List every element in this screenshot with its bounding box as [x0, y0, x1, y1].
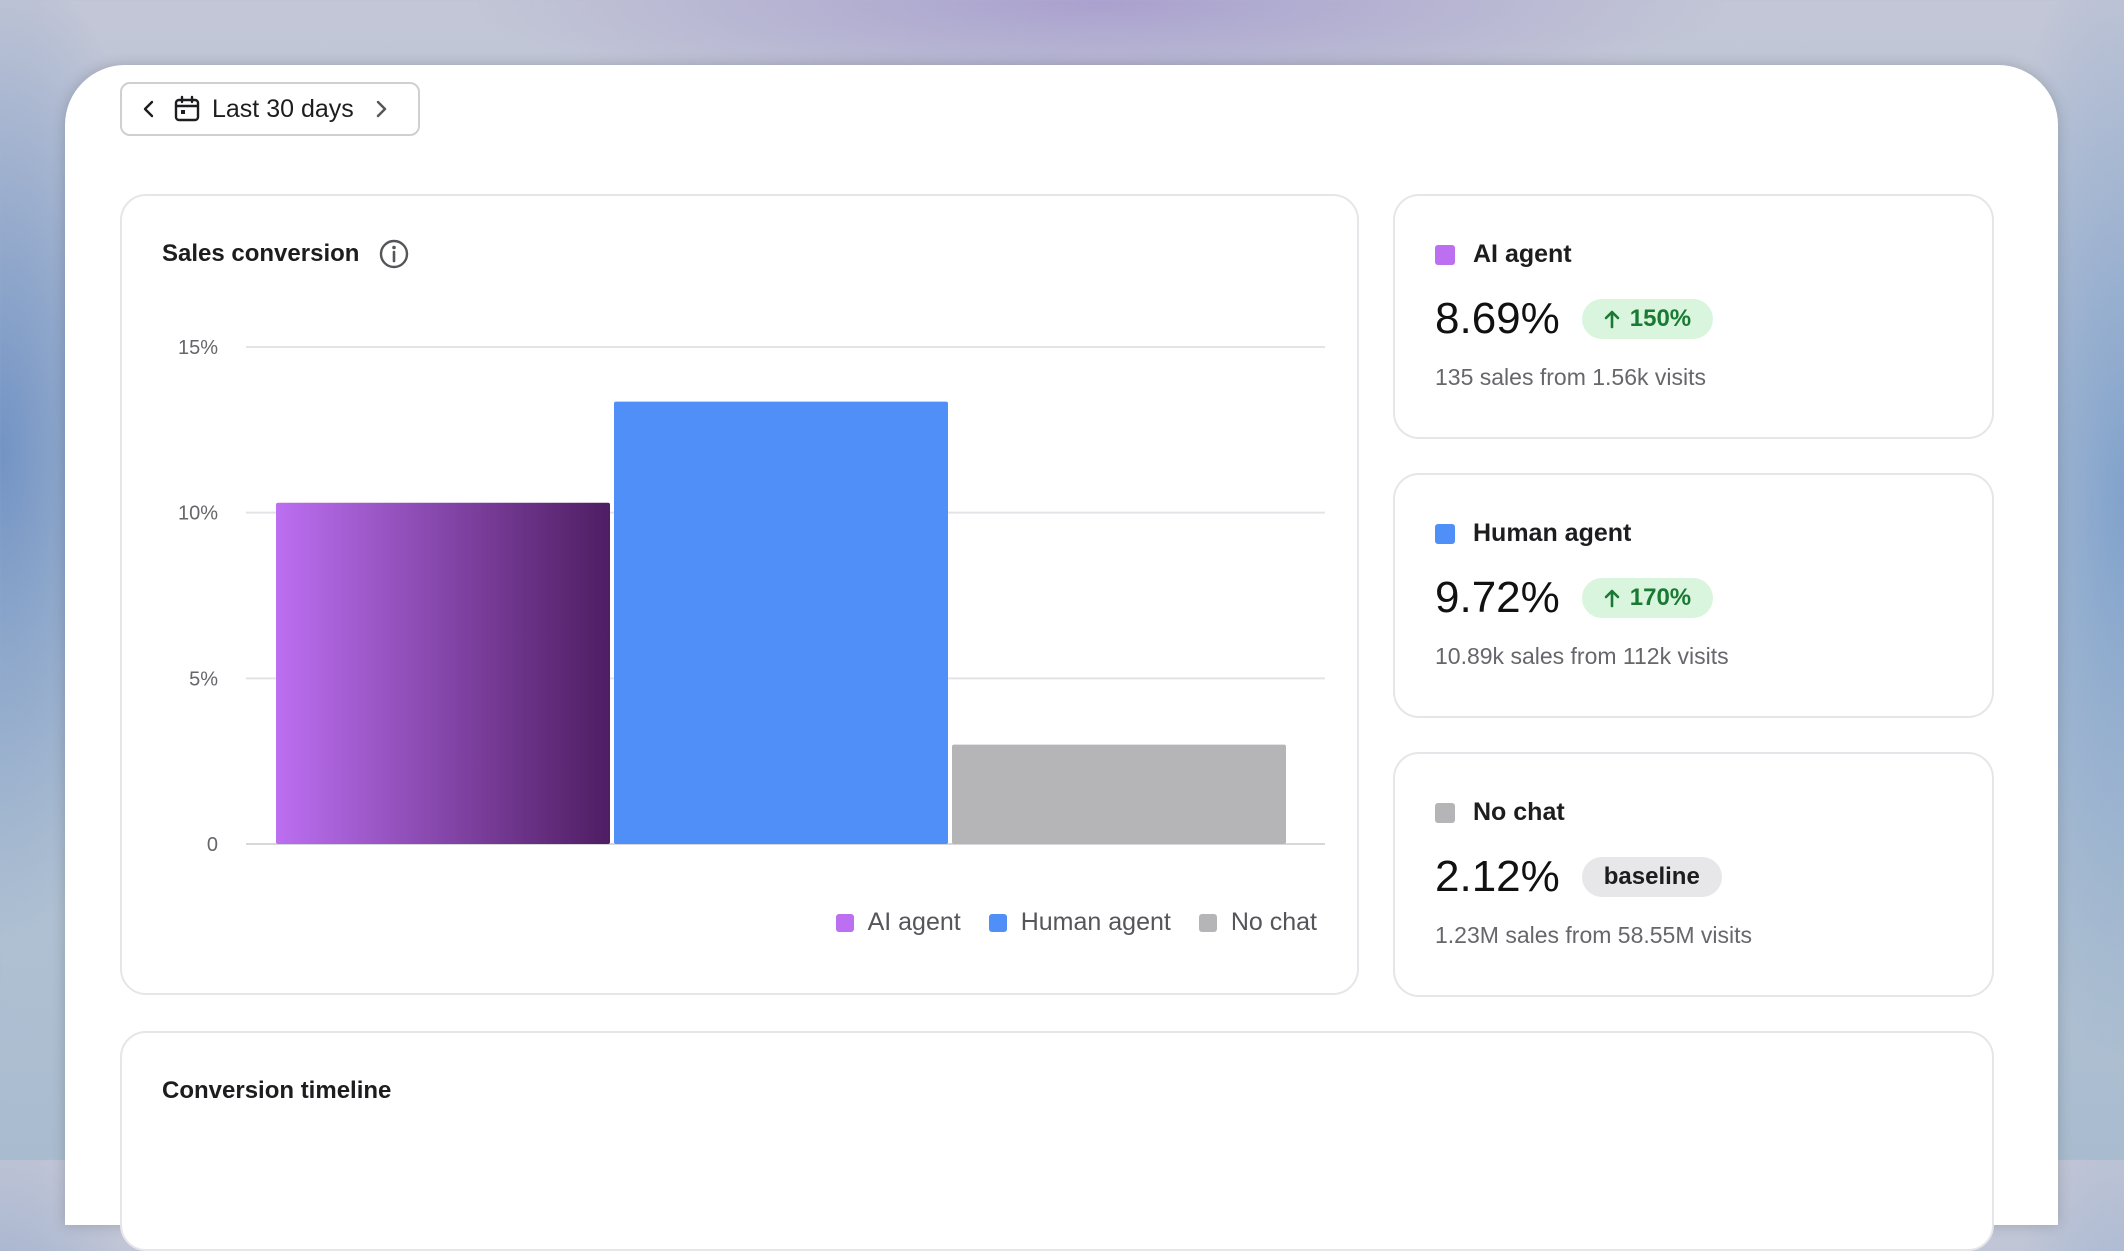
bar-ai-agent[interactable] [276, 502, 610, 844]
stat-name-ai-agent: AI agent [1473, 240, 1572, 268]
stat-card-ai-agent: AI agent 8.69% 150% 135 sales from 1.56k… [1393, 194, 1994, 439]
y-tick-label: 0 [207, 834, 218, 856]
stat-name-human-agent: Human agent [1473, 519, 1632, 547]
chevron-left-icon[interactable] [132, 92, 166, 126]
arrow-up-icon [1604, 309, 1620, 329]
legend-label-ai-agent: AI agent [867, 908, 961, 936]
legend-item-human-agent[interactable]: Human agent [988, 908, 1171, 937]
stat-value-no-chat: 2.12% [1435, 852, 1560, 901]
legend-label-no-chat: No chat [1230, 908, 1317, 936]
conversion-timeline-title: Conversion timeline [162, 1077, 392, 1104]
y-tick-label: 15% [178, 337, 218, 359]
date-range-label[interactable]: Last 30 days [212, 94, 354, 123]
date-range-picker[interactable]: Last 30 days [120, 82, 420, 136]
legend-label-human-agent: Human agent [1020, 908, 1171, 936]
y-tick-label: 10% [178, 503, 218, 525]
stat-value-ai-agent: 8.69% [1435, 294, 1560, 343]
chevron-right-icon[interactable] [364, 92, 398, 126]
stat-swatch-no-chat [1435, 802, 1455, 823]
legend-swatch-human-agent [988, 913, 1007, 932]
calendar-icon [172, 94, 202, 124]
info-icon[interactable] [378, 238, 410, 270]
legend-item-ai-agent[interactable]: AI agent [835, 908, 961, 937]
stat-detail-human-agent: 10.89k sales from 112k visits [1435, 643, 1729, 669]
bar-no-chat[interactable] [952, 744, 1286, 844]
stat-swatch-ai-agent [1435, 244, 1455, 265]
change-badge-label: 150% [1629, 305, 1692, 332]
stat-card-no-chat: No chat 2.12% baseline 1.23M sales from … [1393, 752, 1994, 997]
change-badge-human-agent: 170% [1581, 578, 1714, 618]
stat-detail-no-chat: 1.23M sales from 58.55M visits [1435, 922, 1753, 948]
stat-name-no-chat: No chat [1473, 798, 1565, 826]
legend-swatch-no-chat [1198, 913, 1217, 932]
sales-conversion-card: Sales conversion 0 5% 10% 15% AI agent Huma… [120, 194, 1359, 995]
change-badge-ai-agent: 150% [1581, 299, 1714, 339]
change-badge-label: 170% [1629, 584, 1692, 611]
stat-value-human-agent: 9.72% [1435, 573, 1560, 622]
stat-card-human-agent: Human agent 9.72% 170% 10.89k sales from… [1393, 473, 1994, 718]
bar-human-agent[interactable] [614, 401, 948, 844]
chart-legend: AI agent Human agent No chat [835, 908, 1317, 937]
stat-detail-ai-agent: 135 sales from 1.56k visits [1435, 364, 1707, 390]
legend-swatch-ai-agent [835, 913, 854, 932]
y-tick-label: 5% [189, 668, 218, 690]
baseline-badge: baseline [1581, 857, 1722, 897]
stat-swatch-human-agent [1435, 523, 1455, 544]
conversion-timeline-card: Conversion timeline [120, 1031, 1994, 1251]
arrow-up-icon [1604, 588, 1620, 608]
legend-item-no-chat[interactable]: No chat [1198, 908, 1317, 937]
sales-conversion-chart: 0 5% 10% 15% [178, 337, 1325, 856]
sales-conversion-title: Sales conversion [162, 240, 360, 267]
